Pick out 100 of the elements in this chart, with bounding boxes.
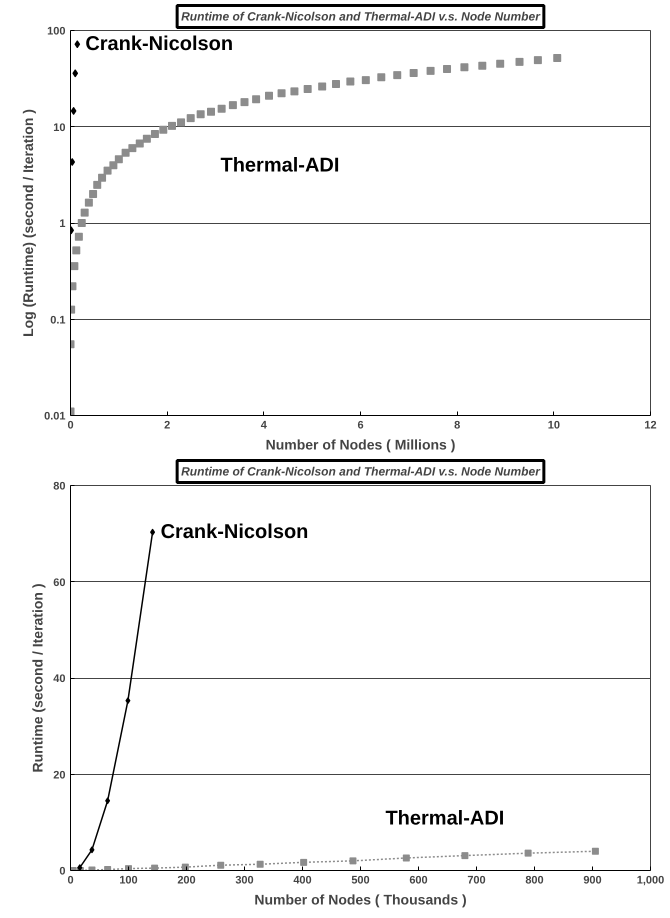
point <box>168 122 176 130</box>
point <box>80 208 89 217</box>
point <box>256 860 264 868</box>
point <box>150 528 156 536</box>
y-tick-label: 0.01 <box>44 410 66 422</box>
point <box>207 108 216 116</box>
point <box>278 89 286 98</box>
y-axis-title: Runtime (second / Iteration ) <box>29 583 46 773</box>
point <box>496 60 504 68</box>
y-tick-label: 100 <box>47 26 66 38</box>
series-label: Thermal-ADI <box>385 807 504 830</box>
point <box>218 104 226 113</box>
point <box>534 56 542 64</box>
point <box>186 114 195 122</box>
point <box>240 98 248 106</box>
point <box>217 862 224 869</box>
point <box>136 139 144 148</box>
point <box>553 54 562 62</box>
x-tick-label: 2 <box>164 420 170 432</box>
point <box>461 852 468 860</box>
x-tick-label: 8 <box>454 420 460 432</box>
y-tick-label: 1 <box>59 218 66 230</box>
point <box>393 71 402 80</box>
point <box>150 130 159 138</box>
point <box>74 40 80 48</box>
point <box>151 864 158 870</box>
point <box>346 78 354 86</box>
series-label: Crank-Nicolson <box>85 33 234 56</box>
x-tick-label: 12 <box>644 420 657 432</box>
point <box>72 69 78 78</box>
point <box>84 198 93 207</box>
point <box>252 95 260 104</box>
point <box>228 101 237 110</box>
x-tick-label: 800 <box>525 874 544 886</box>
y-tick-label: 60 <box>53 576 66 589</box>
x-tick-label: 400 <box>293 874 312 886</box>
point <box>105 797 110 804</box>
point <box>159 126 168 134</box>
point <box>332 80 340 88</box>
x-tick-label: 0 <box>67 874 74 886</box>
point <box>410 68 418 77</box>
point <box>78 219 86 227</box>
point <box>402 854 410 862</box>
series-label: Thermal-ADI <box>220 154 340 176</box>
x-tick-label: 1,000 <box>636 874 664 886</box>
point <box>460 63 468 72</box>
point <box>377 73 386 82</box>
x-axis-title: Number of Nodes ( Millions ) <box>266 436 456 452</box>
point <box>362 76 370 84</box>
point <box>443 65 452 74</box>
x-tick-label: 4 <box>260 420 268 432</box>
point <box>72 246 80 254</box>
y-tick-label: 0 <box>59 866 66 878</box>
point <box>478 62 486 70</box>
point <box>300 858 308 866</box>
point <box>592 848 599 855</box>
point <box>426 66 435 75</box>
point <box>104 166 112 175</box>
series-label: Crank-Nicolson <box>160 521 308 544</box>
point <box>516 58 524 66</box>
point <box>98 174 106 182</box>
x-tick-label: 6 <box>357 420 364 432</box>
y-tick-label: 10 <box>53 122 66 134</box>
point <box>74 232 83 241</box>
y-tick-label: 80 <box>53 480 66 492</box>
point <box>89 190 98 198</box>
point <box>177 118 186 126</box>
point <box>265 92 274 100</box>
point <box>114 155 123 164</box>
point <box>89 846 94 854</box>
point <box>524 850 532 857</box>
point <box>77 864 82 870</box>
point <box>349 857 356 864</box>
x-axis-title: Number of Nodes ( Thousands ) <box>254 892 467 908</box>
point <box>304 84 312 93</box>
x-tick-label: 500 <box>351 874 370 886</box>
x-tick-label: 300 <box>235 874 254 886</box>
x-tick-label: 600 <box>409 874 428 886</box>
y-tick-label: 40 <box>53 673 66 685</box>
x-tick-label: 200 <box>177 874 196 886</box>
y-tick-label: 20 <box>53 769 66 782</box>
point <box>125 697 130 704</box>
point <box>128 144 136 152</box>
point <box>70 106 76 115</box>
y-axis-title: Log (Runtime) (second / Iteration ) <box>20 109 36 337</box>
chart-title: Runtime of Crank-Nicolson and Thermal-ADI v.s. Node Number <box>181 464 542 478</box>
point <box>109 161 118 170</box>
point <box>70 262 78 270</box>
x-tick-label: 100 <box>119 874 138 886</box>
point <box>122 148 130 157</box>
x-tick-label: 900 <box>583 874 602 886</box>
x-tick-label: 0 <box>67 420 74 432</box>
x-tick-label: 10 <box>548 420 560 432</box>
point <box>93 180 102 189</box>
point <box>142 134 151 143</box>
point <box>318 82 326 90</box>
y-tick-label: 0.1 <box>50 314 66 326</box>
point <box>290 87 298 96</box>
chart-title: Runtime of Crank-Nicolson and Thermal-ADI v.s. Node Number <box>181 10 542 24</box>
x-tick-label: 700 <box>467 874 486 886</box>
